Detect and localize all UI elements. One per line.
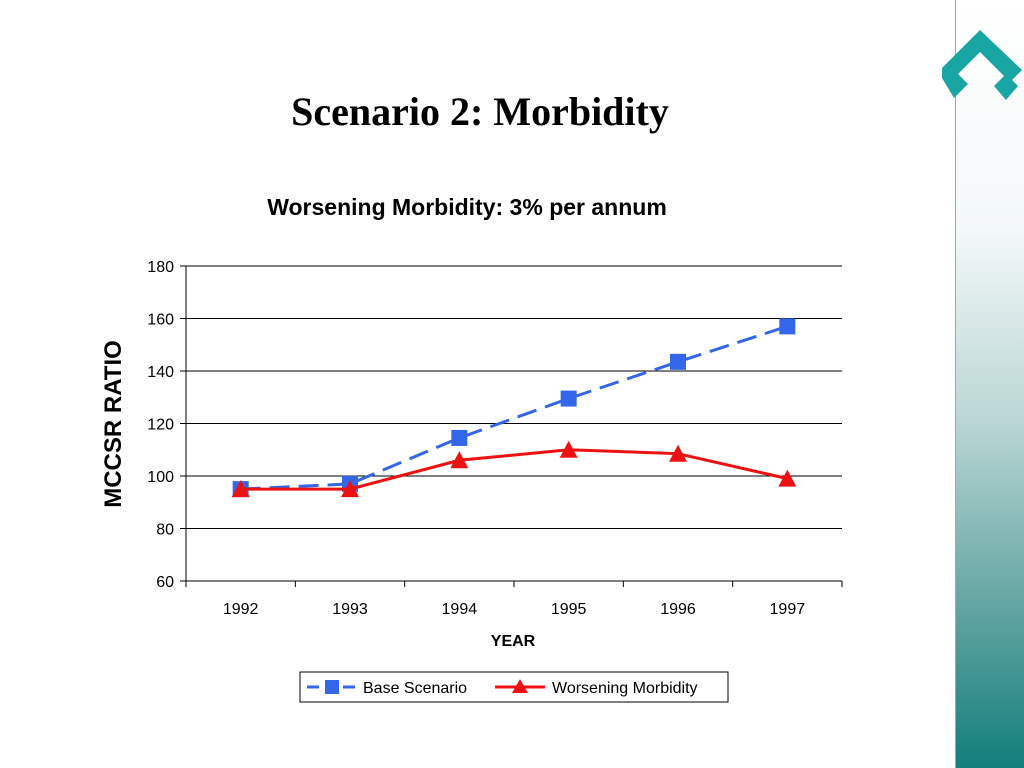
chart-title: Worsening Morbidity: 3% per annum [267,194,667,220]
x-tick-label: 1994 [442,601,478,618]
series-layer [231,318,797,498]
data-point-triangle [450,451,469,469]
slide-title: Scenario 2: Morbidity [291,89,669,134]
chart-gridlines [186,265,842,529]
y-tick-label: 60 [156,574,174,591]
teal-chevron-logo-icon [942,30,1022,100]
data-point-triangle [341,480,359,498]
legend-worsening-marker [512,679,528,693]
series-line [240,448,788,491]
y-tick-label: 100 [147,469,174,486]
data-point-triangle [231,480,250,498]
y-tick-label: 140 [147,364,174,381]
x-tick-label: 1992 [223,601,259,618]
line-chart: Worsening Morbidity: 3% per annum 60 80 10… [100,194,843,703]
y-axis-ticks: 60 80 100 120 140 160 180 [147,259,186,591]
x-tick-label: 1996 [660,601,696,618]
data-point-square [560,390,577,407]
data-point-square [670,353,686,370]
legend-base-marker [325,680,339,694]
data-point-triangle [669,444,687,462]
legend-worsening-label: Worsening Morbidity [552,680,698,697]
x-axis-title: YEAR [491,633,536,650]
y-tick-label: 80 [156,522,174,539]
legend-base-label: Base Scenario [363,680,467,697]
x-tick-label: 1997 [770,601,806,618]
y-axis-title: MCCSR RATIO [100,340,127,508]
y-tick-label: 160 [147,312,174,329]
series-line [240,324,788,491]
data-point-triangle [778,469,797,487]
data-point-square [451,429,468,446]
chart-legend: Base Scenario Worsening Morbidity [299,671,729,703]
data-point-triangle [559,440,578,458]
side-gradient-band [955,0,1024,768]
y-tick-label: 180 [147,259,174,276]
data-point-square [779,318,796,335]
y-tick-label: 120 [147,417,174,434]
x-axis-ticks: 1992 1993 1994 1995 1996 1997 [185,581,843,618]
x-tick-label: 1993 [332,601,368,618]
x-tick-label: 1995 [551,601,587,618]
